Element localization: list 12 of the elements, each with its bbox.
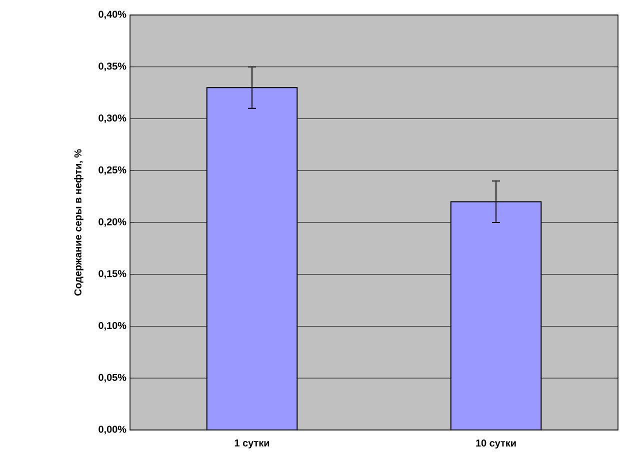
x-tick-label: 10 сутки [476,440,516,449]
y-tick-label: 0,10% [98,322,126,330]
y-axis-title: Содержание серы в нефти, % [74,149,84,296]
y-tick-label: 0,40% [98,10,126,20]
y-tick-label: 0,20% [98,218,126,227]
y-tick-label: 0,25% [98,166,126,175]
y-tick-label: 0,30% [98,114,126,123]
y-tick-label: 0,00% [98,426,126,434]
y-tick-label: 0,15% [98,270,126,279]
y-tick-label: 0,35% [98,62,126,72]
y-tick-label: 0,05% [98,374,126,382]
x-tick-label: 1 сутки [234,440,270,448]
